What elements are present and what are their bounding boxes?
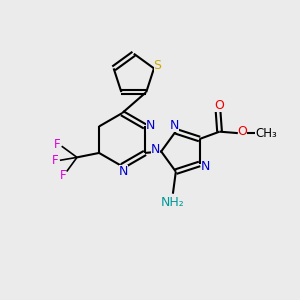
Text: N: N (201, 160, 210, 173)
Text: NH₂: NH₂ (161, 196, 185, 209)
Text: N: N (151, 143, 160, 157)
Text: F: F (54, 138, 61, 151)
Text: CH₃: CH₃ (255, 127, 277, 140)
Text: N: N (170, 119, 179, 132)
Text: N: N (146, 119, 155, 132)
Text: N: N (119, 165, 128, 178)
Text: O: O (214, 99, 224, 112)
Text: F: F (60, 169, 67, 182)
Text: S: S (154, 59, 161, 72)
Text: O: O (238, 125, 248, 138)
Text: F: F (52, 154, 59, 167)
